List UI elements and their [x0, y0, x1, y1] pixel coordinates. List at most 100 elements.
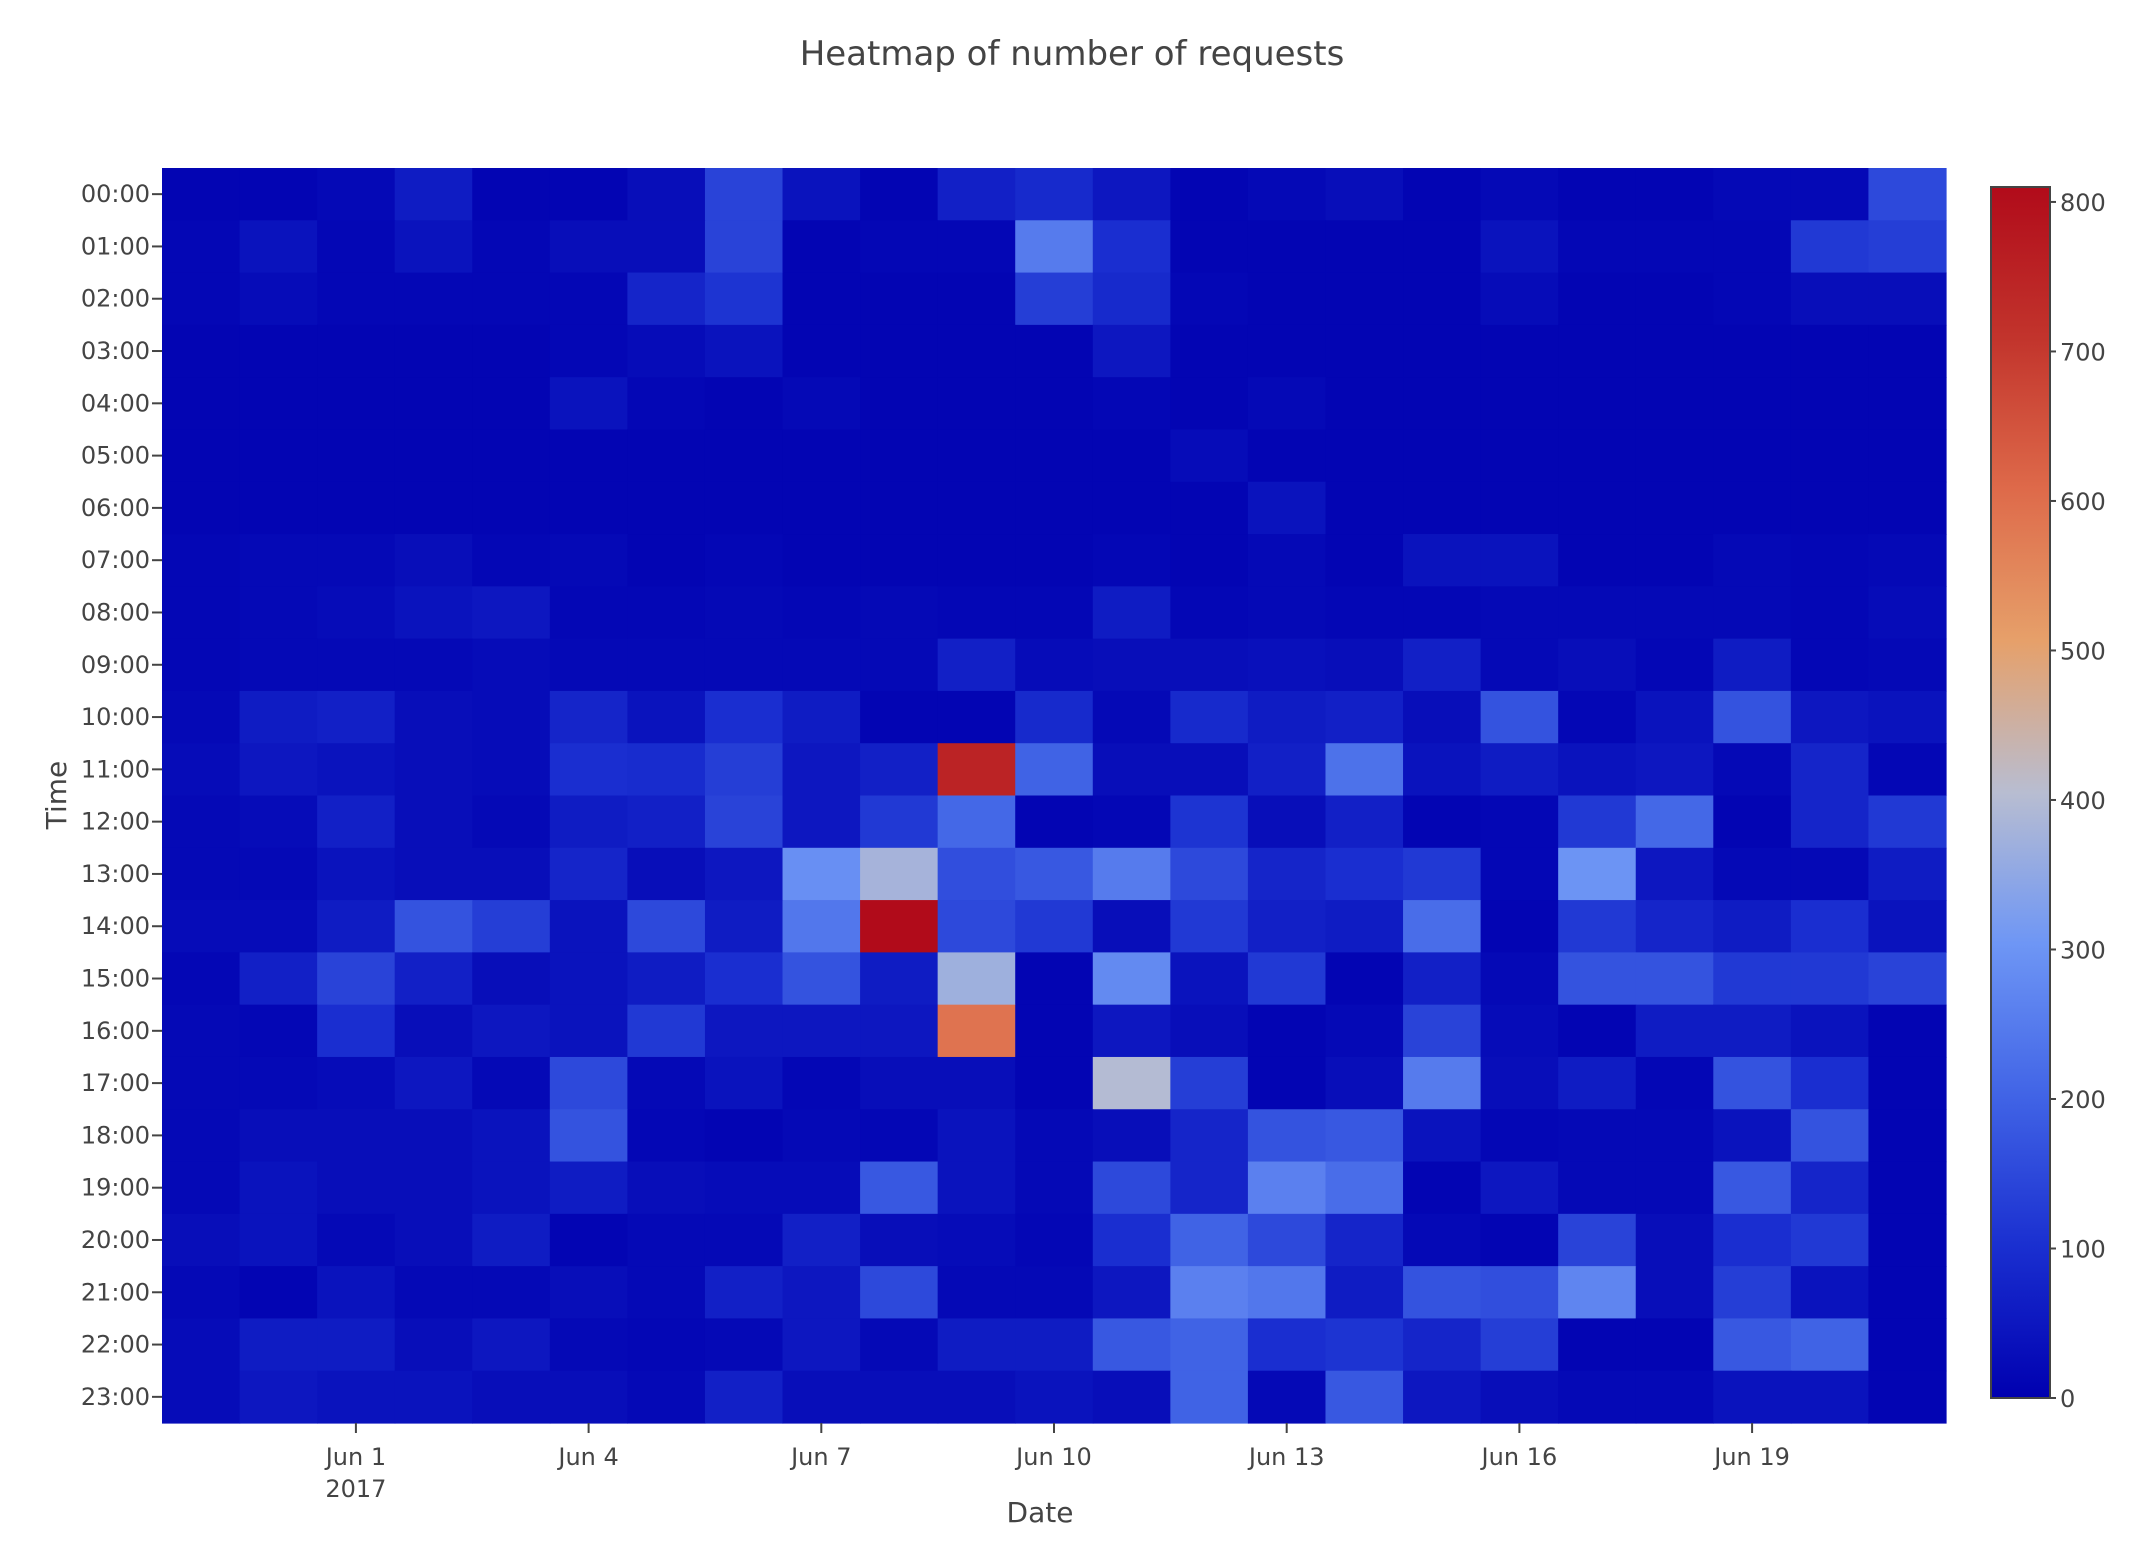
heatmap-cell [162, 690, 241, 744]
heatmap-cell [1092, 377, 1171, 431]
heatmap-cell [1558, 743, 1637, 797]
heatmap-cell [1480, 1161, 1559, 1215]
heatmap-cell [1868, 429, 1947, 483]
heatmap-cell [239, 1370, 318, 1424]
heatmap-cell [1247, 481, 1327, 535]
heatmap-cell [1015, 1161, 1094, 1215]
heatmap-cell [162, 220, 241, 274]
heatmap-cell [627, 847, 706, 901]
heatmap-cell [317, 586, 396, 640]
heatmap-cell [1092, 534, 1171, 587]
heatmap-cell [1635, 638, 1714, 692]
y-tick-label: 17:00 [81, 1069, 150, 1097]
heatmap-cell [472, 1318, 551, 1372]
heatmap-cell [394, 168, 473, 221]
heatmap-cell [239, 1056, 318, 1110]
heatmap-cell [1015, 847, 1094, 901]
heatmap-cell [1480, 481, 1559, 535]
heatmap-cell [1868, 1318, 1947, 1372]
heatmap-cell [1247, 743, 1327, 797]
heatmap-cell [1635, 1004, 1714, 1058]
heatmap-cell [1325, 690, 1404, 744]
heatmap-cell [549, 1318, 628, 1372]
heatmap-cell [549, 1109, 628, 1163]
heatmap-cell [937, 272, 1016, 326]
heatmap-cell [782, 586, 861, 640]
colorbar-tick-label: 300 [2060, 936, 2106, 964]
heatmap-cell [704, 1318, 784, 1372]
heatmap-cell [627, 220, 706, 274]
heatmap-cell [704, 377, 784, 431]
heatmap-cell [704, 1004, 784, 1058]
heatmap-cell [860, 586, 939, 640]
heatmap-cell [1325, 377, 1404, 431]
heatmap-cell [782, 638, 861, 692]
heatmap-cell [1170, 1161, 1249, 1215]
heatmap-cell [317, 900, 396, 953]
heatmap-cell [1713, 429, 1792, 483]
heatmap-cell [1558, 1266, 1637, 1320]
heatmap-cell [1480, 690, 1559, 744]
heatmap-cell [1170, 1213, 1249, 1267]
heatmap-cell [1480, 952, 1559, 1006]
heatmap-cell [782, 690, 861, 744]
heatmap-cell [860, 952, 939, 1006]
heatmap-cell [1713, 847, 1792, 901]
heatmap-cell [239, 220, 318, 274]
heatmap-cell [860, 481, 939, 535]
heatmap-cell [1170, 1318, 1249, 1372]
heatmap-cell [860, 429, 939, 483]
heatmap-cell [1480, 377, 1559, 431]
heatmap-cell [1558, 1109, 1637, 1163]
heatmap-cell [704, 1109, 784, 1163]
heatmap-cell [549, 690, 628, 744]
heatmap-cell [782, 220, 861, 274]
heatmap-cell [937, 168, 1016, 221]
heatmap-cell [1558, 481, 1637, 535]
heatmap-cell [472, 638, 551, 692]
heatmap-cell [704, 429, 784, 483]
heatmap-cell [937, 795, 1016, 849]
heatmap-cell [317, 272, 396, 326]
heatmap-cell [162, 1266, 241, 1320]
heatmap-cell [627, 1056, 706, 1110]
heatmap-cell [162, 429, 241, 483]
heatmap-cell [782, 1266, 861, 1320]
heatmap-cell [1092, 1056, 1171, 1110]
heatmap-cell [549, 900, 628, 953]
heatmap-cell [1015, 429, 1094, 483]
heatmap-cell [1325, 1056, 1404, 1110]
colorbar-tick-label: 600 [2060, 488, 2106, 516]
y-tick-label: 01:00 [81, 232, 150, 260]
heatmap-cell [394, 795, 473, 849]
heatmap-cell [1635, 1318, 1714, 1372]
heatmap-cell [1403, 1004, 1482, 1058]
heatmap-cell [1325, 638, 1404, 692]
heatmap-cell [1325, 534, 1404, 587]
heatmap-cell [782, 168, 861, 221]
heatmap-cell [704, 1161, 784, 1215]
heatmap-cell [704, 324, 784, 378]
y-tick-label: 07:00 [81, 546, 150, 574]
heatmap-cell [1635, 377, 1714, 431]
heatmap-cell [239, 1004, 318, 1058]
heatmap-cell [1015, 900, 1094, 953]
heatmap-cell [1015, 743, 1094, 797]
colorbar: 0 100 200 300 400 500 600 700 800 [1990, 186, 2106, 1413]
heatmap-cell [239, 847, 318, 901]
heatmap-cell [1558, 847, 1637, 901]
heatmap-cell [1635, 1266, 1714, 1320]
heatmap-cell [317, 324, 396, 378]
heatmap-cell [860, 1004, 939, 1058]
heatmap-cell [239, 743, 318, 797]
heatmap-cell [162, 534, 241, 587]
heatmap-cell [937, 1056, 1016, 1110]
heatmap-cell [782, 534, 861, 587]
heatmap-cell [1092, 900, 1171, 953]
heatmap-cell [472, 220, 551, 274]
heatmap-cell [317, 1109, 396, 1163]
heatmap-cell [1015, 481, 1094, 535]
heatmap-cell [1480, 900, 1559, 953]
heatmap-cell [1403, 1056, 1482, 1110]
heatmap-cell [472, 324, 551, 378]
